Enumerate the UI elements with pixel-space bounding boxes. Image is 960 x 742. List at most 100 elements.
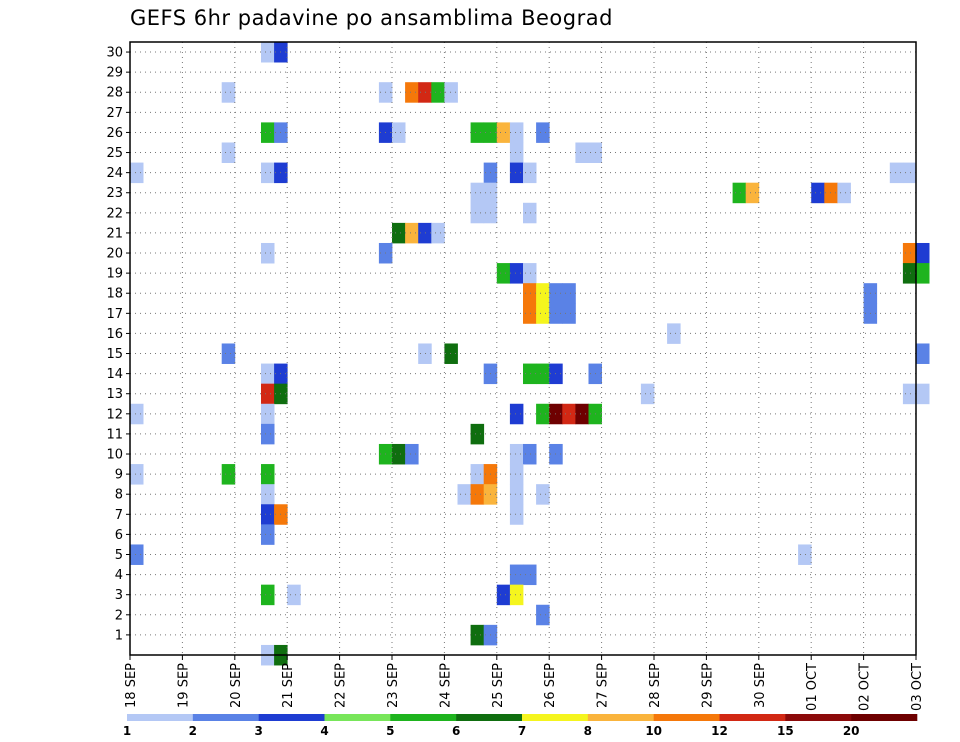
y-tick-label: 1 [115, 628, 123, 643]
precip-cell [916, 242, 930, 264]
colorbar-label: 3 [254, 724, 262, 738]
precip-cell [261, 403, 275, 425]
precip-cell [902, 162, 917, 184]
precip-cell [667, 323, 681, 344]
precip-cell [745, 182, 760, 204]
precip-cell [575, 403, 589, 425]
x-tick-label: 19 SEP [176, 663, 191, 708]
precip-cell [261, 242, 275, 264]
y-tick-label: 26 [106, 126, 123, 141]
y-tick-label: 15 [106, 347, 123, 362]
precip-cell [470, 624, 485, 646]
x-tick-label: 21 SEP [281, 663, 296, 708]
precip-cell [392, 222, 406, 244]
precip-cell [640, 383, 655, 405]
precip-cell [496, 263, 511, 284]
x-tick-label: 03 OCT [910, 663, 925, 711]
precip-cell [418, 343, 432, 364]
colorbar-swatch [390, 714, 457, 721]
precip-cell [509, 504, 524, 525]
precip-cell [509, 464, 524, 485]
y-tick-label: 8 [115, 488, 123, 503]
y-tick-label: 21 [106, 226, 123, 241]
x-tick-label: 20 SEP [229, 663, 244, 708]
precip-cell [261, 363, 275, 385]
colorbar-swatch [785, 714, 852, 721]
precip-cell [405, 443, 419, 465]
colorbar-label: 7 [518, 724, 526, 738]
colorbar-label: 2 [189, 724, 197, 738]
precip-cell [824, 182, 838, 204]
colorbar-swatch [192, 714, 259, 721]
y-tick-label: 13 [106, 387, 123, 402]
precip-cell [916, 263, 930, 284]
precip-cell [444, 82, 458, 103]
precip-cell [562, 303, 576, 324]
colorbar-label: 10 [645, 724, 662, 738]
precip-cell [902, 263, 917, 284]
precip-cell [496, 584, 511, 606]
precip-cell [523, 443, 537, 465]
y-tick-label: 2 [115, 608, 123, 623]
precip-cell [536, 403, 550, 425]
precip-cell [732, 182, 747, 204]
colorbar-label: 4 [320, 724, 328, 738]
precip-cell [431, 82, 445, 103]
precip-cell [221, 82, 236, 103]
precip-cell [261, 122, 275, 143]
precip-cell [431, 222, 445, 244]
y-tick-label: 7 [115, 508, 123, 523]
precip-cell [470, 202, 485, 224]
x-tick-label: 01 OCT [805, 663, 820, 711]
y-tick-label: 22 [106, 206, 123, 221]
precip-cell [509, 142, 524, 163]
precip-cell [261, 524, 275, 545]
precip-cell [509, 564, 524, 586]
x-tick-label: 27 SEP [596, 663, 611, 708]
precip-cell [261, 162, 275, 184]
colorbar-swatch [653, 714, 720, 721]
precip-cell [523, 283, 537, 304]
y-tick-label: 10 [106, 448, 123, 463]
precip-cell [261, 504, 275, 525]
x-tick-label: 29 SEP [700, 663, 715, 708]
precip-cell [811, 182, 825, 204]
precip-cell [889, 162, 904, 184]
y-tick-label: 24 [106, 166, 123, 181]
y-tick-label: 14 [106, 367, 123, 382]
precip-cell [405, 222, 419, 244]
precip-cell [221, 464, 236, 485]
precip-cell [261, 423, 275, 445]
y-tick-label: 19 [106, 267, 123, 282]
colorbar-swatch [522, 714, 589, 721]
precip-cell [261, 383, 275, 405]
colorbar-label: 12 [711, 724, 728, 738]
precip-cell [509, 584, 524, 606]
colorbar: 1 2 3 4 5 6 7 8 10 12 15 20 [123, 714, 918, 738]
cells-layer [130, 42, 930, 666]
colorbar-label: 1 [123, 724, 131, 738]
y-tick-label: 25 [106, 146, 123, 161]
x-tick-label: 24 SEP [438, 663, 453, 708]
precip-cell [418, 82, 432, 103]
y-tick-label: 9 [115, 468, 123, 483]
precip-cell [221, 343, 236, 364]
y-tick-label: 3 [115, 588, 123, 603]
precip-cell [405, 82, 419, 103]
y-tick-label: 16 [106, 327, 123, 342]
colorbar-swatch [587, 714, 654, 721]
y-tick-label: 23 [106, 186, 123, 201]
colorbar-swatch [258, 714, 325, 721]
precip-cell [130, 464, 144, 485]
precip-cell [536, 303, 550, 324]
x-tick-label: 28 SEP [648, 663, 663, 708]
precip-cell [261, 464, 275, 485]
colorbar-label: 8 [584, 724, 592, 738]
precip-cell [130, 403, 144, 425]
x-tick-label: 18 SEP [124, 663, 139, 708]
precip-cell [562, 403, 576, 425]
colorbar-label: 6 [452, 724, 460, 738]
y-tick-label: 11 [106, 427, 123, 442]
precip-cell [536, 484, 550, 505]
